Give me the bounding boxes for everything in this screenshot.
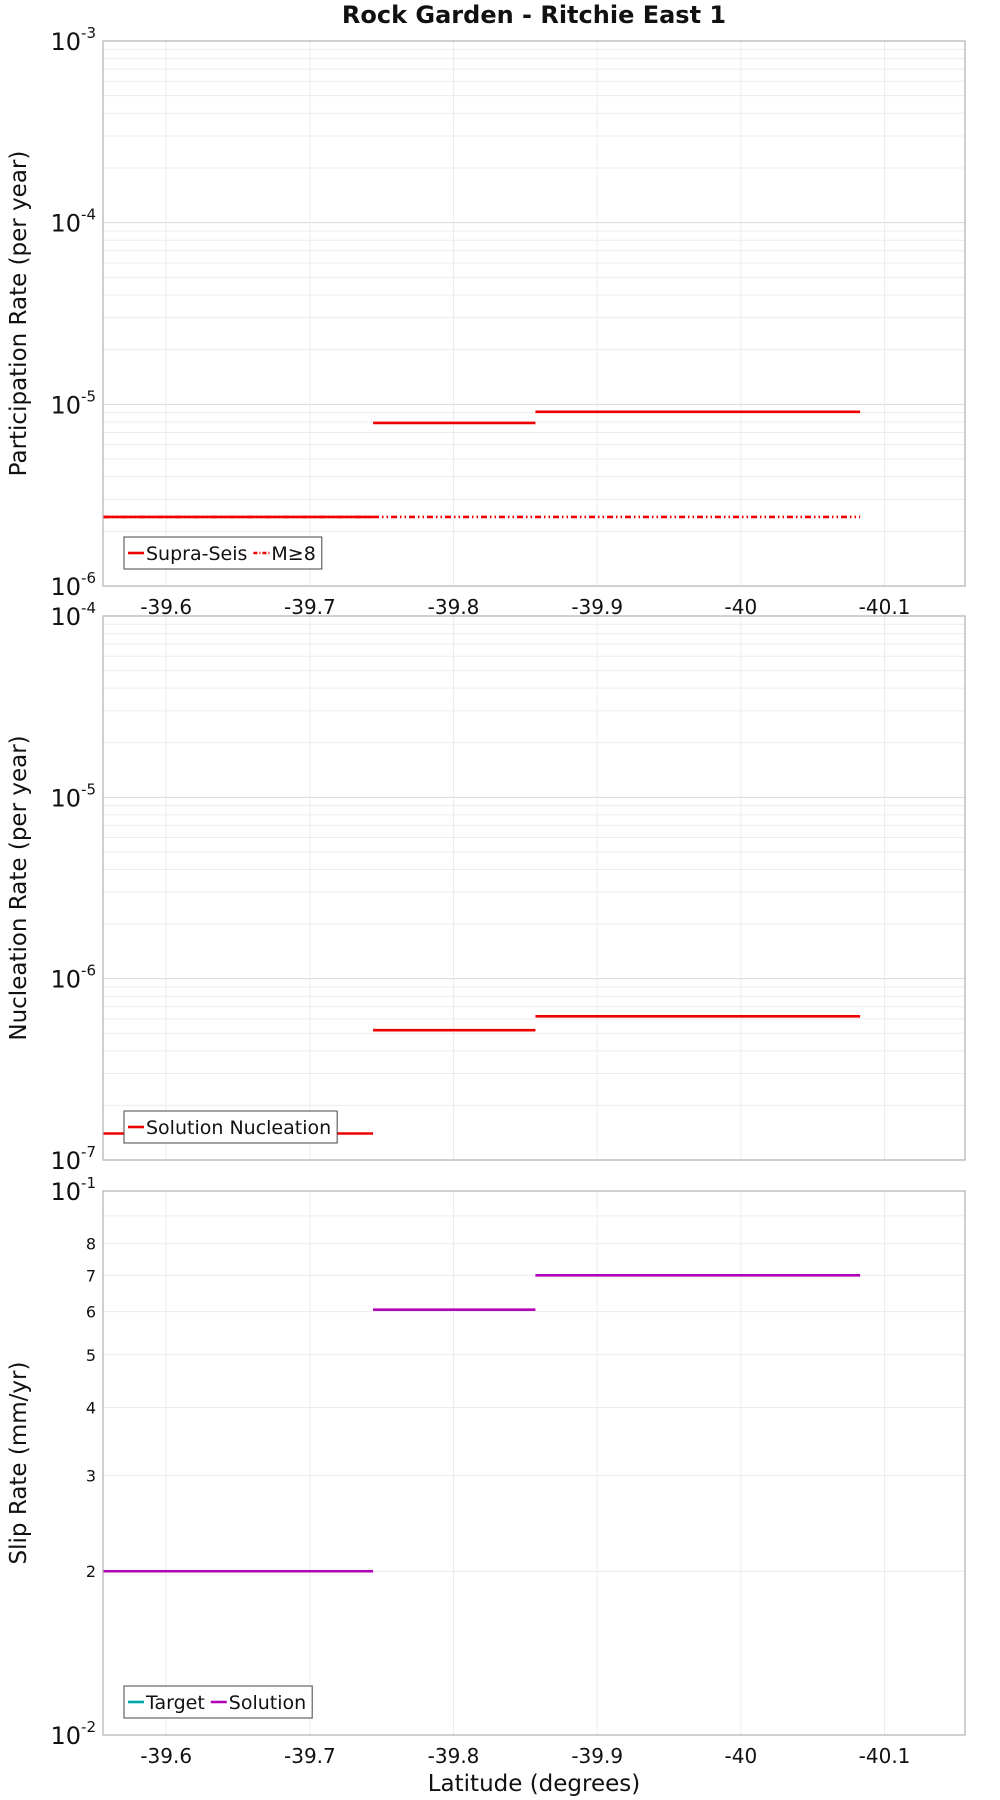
chart-title: Rock Garden - Ritchie East 1 — [342, 1, 726, 29]
x-tick-label: -39.7 — [284, 595, 336, 619]
y-tick-label: 10-1 — [50, 1174, 96, 1206]
y-tick-label: 10-6 — [50, 962, 96, 994]
legend-box — [123, 536, 323, 570]
x-tick-label: -40.1 — [859, 1744, 911, 1768]
plot-border — [102, 1190, 966, 1736]
x-tick-label: -40.1 — [859, 595, 911, 619]
x-tick-label: -39.9 — [571, 595, 623, 619]
x-tick-label: -39.8 — [428, 595, 480, 619]
y-tick-label: 10-4 — [50, 599, 96, 631]
legend: Solution Nucleation — [123, 1110, 338, 1144]
legend-label: M≥8 — [271, 543, 315, 565]
y-tick-label: 10-7 — [50, 1143, 96, 1175]
legend-box — [123, 1110, 338, 1144]
legend-label: Supra-Seis — [146, 543, 247, 565]
x-tick-label: -39.6 — [140, 1744, 192, 1768]
y-tick-label: 10-5 — [50, 387, 96, 419]
y-minor-tick-label: 4 — [86, 1398, 96, 1417]
plot-area — [103, 1191, 965, 1735]
y-minor-tick-label: 7 — [86, 1266, 96, 1285]
x-axis-label: Latitude (degrees) — [428, 1771, 641, 1797]
chart-panel: 10-7 10-6 10-5 10-4 Nucleation Rate (per yea… — [6, 599, 966, 1175]
y-tick-label: 10-2 — [50, 1718, 96, 1750]
y-minor-tick-label: 6 — [86, 1303, 96, 1322]
y-axis-label: Slip Rate (mm/yr) — [6, 1362, 32, 1565]
plot-area — [103, 41, 965, 586]
x-tick-label: -39.6 — [140, 595, 192, 619]
legend: Supra-Seis M≥8 — [123, 536, 323, 570]
y-minor-tick-label: 3 — [86, 1466, 96, 1485]
plot-border — [102, 615, 966, 1161]
y-tick-label: 10-5 — [50, 780, 96, 812]
y-axis-label: Participation Rate (per year) — [6, 151, 32, 477]
y-tick-label: 10-6 — [50, 569, 96, 601]
y-minor-tick-label: 5 — [86, 1346, 96, 1365]
chart-panel: 10-2 10-1 2 3 4 5 6 7 8 -39.6 -39.7 -39.8 -39.9 -40 -4… — [6, 1174, 966, 1797]
x-tick-label: -40 — [725, 595, 758, 619]
y-axis-label: Nucleation Rate (per year) — [6, 735, 32, 1040]
x-tick-label: -39.9 — [571, 1744, 623, 1768]
legend-label: Solution Nucleation — [146, 1117, 331, 1139]
x-tick-label: -39.7 — [284, 1744, 336, 1768]
y-tick-label: 10-4 — [50, 206, 96, 238]
y-minor-tick-label: 8 — [86, 1235, 96, 1254]
x-tick-label: -40 — [725, 1744, 758, 1768]
chart-panel: 10-6 10-5 10-4 10-3 -39.6 -39.7 -39.8 -39.9 -40 -… — [6, 24, 966, 619]
legend: Target Solution — [123, 1685, 313, 1719]
x-tick-label: -39.8 — [428, 1744, 480, 1768]
plot-border — [102, 40, 966, 587]
legend-label: Target — [145, 1692, 205, 1714]
y-tick-label: 10-3 — [50, 24, 96, 56]
plot-area — [103, 616, 965, 1160]
legend-label: Solution — [229, 1692, 306, 1714]
y-minor-tick-label: 2 — [86, 1562, 96, 1581]
